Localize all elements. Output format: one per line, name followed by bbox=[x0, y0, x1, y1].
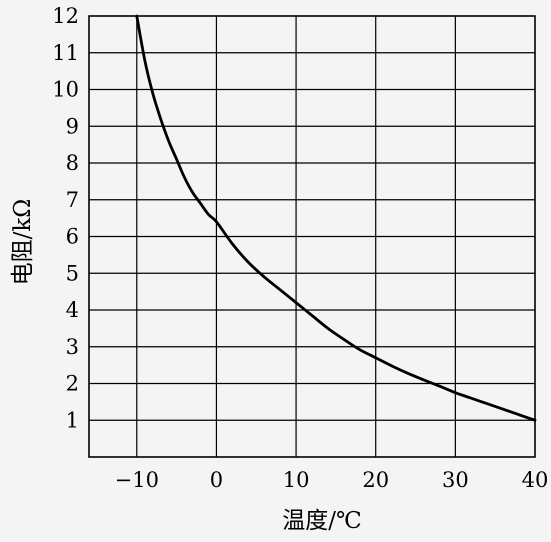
grid-lines bbox=[89, 16, 535, 457]
y-tick-label: 9 bbox=[66, 114, 79, 138]
x-tick-label: 40 bbox=[522, 468, 549, 492]
y-tick-label: 3 bbox=[66, 335, 79, 359]
x-tick-labels: −10 0 10 20 30 40 bbox=[115, 468, 549, 492]
y-tick-label: 11 bbox=[52, 41, 79, 65]
x-tick-label: −10 bbox=[115, 468, 159, 492]
y-tick-label: 8 bbox=[66, 151, 79, 175]
y-axis-label: 电阻/kΩ bbox=[10, 199, 36, 286]
y-tick-label: 4 bbox=[66, 298, 79, 322]
y-tick-label: 1 bbox=[66, 408, 79, 432]
y-tick-label: 10 bbox=[52, 78, 79, 102]
series-line-0 bbox=[135, 14, 537, 422]
y-tick-label: 6 bbox=[66, 225, 79, 249]
x-axis-label: 温度/℃ bbox=[282, 508, 361, 534]
x-tick-label: 30 bbox=[442, 468, 469, 492]
y-tick-label: 12 bbox=[52, 4, 79, 28]
x-tick-label: 20 bbox=[362, 468, 389, 492]
plot-border bbox=[88, 15, 536, 458]
y-tick-label: 7 bbox=[66, 188, 79, 212]
plot-frame bbox=[88, 15, 536, 458]
x-tick-label: 10 bbox=[283, 468, 310, 492]
y-tick-label: 5 bbox=[66, 261, 79, 285]
x-tick-label: 0 bbox=[210, 468, 223, 492]
y-tick-label: 2 bbox=[66, 372, 79, 396]
series-group bbox=[135, 14, 537, 422]
